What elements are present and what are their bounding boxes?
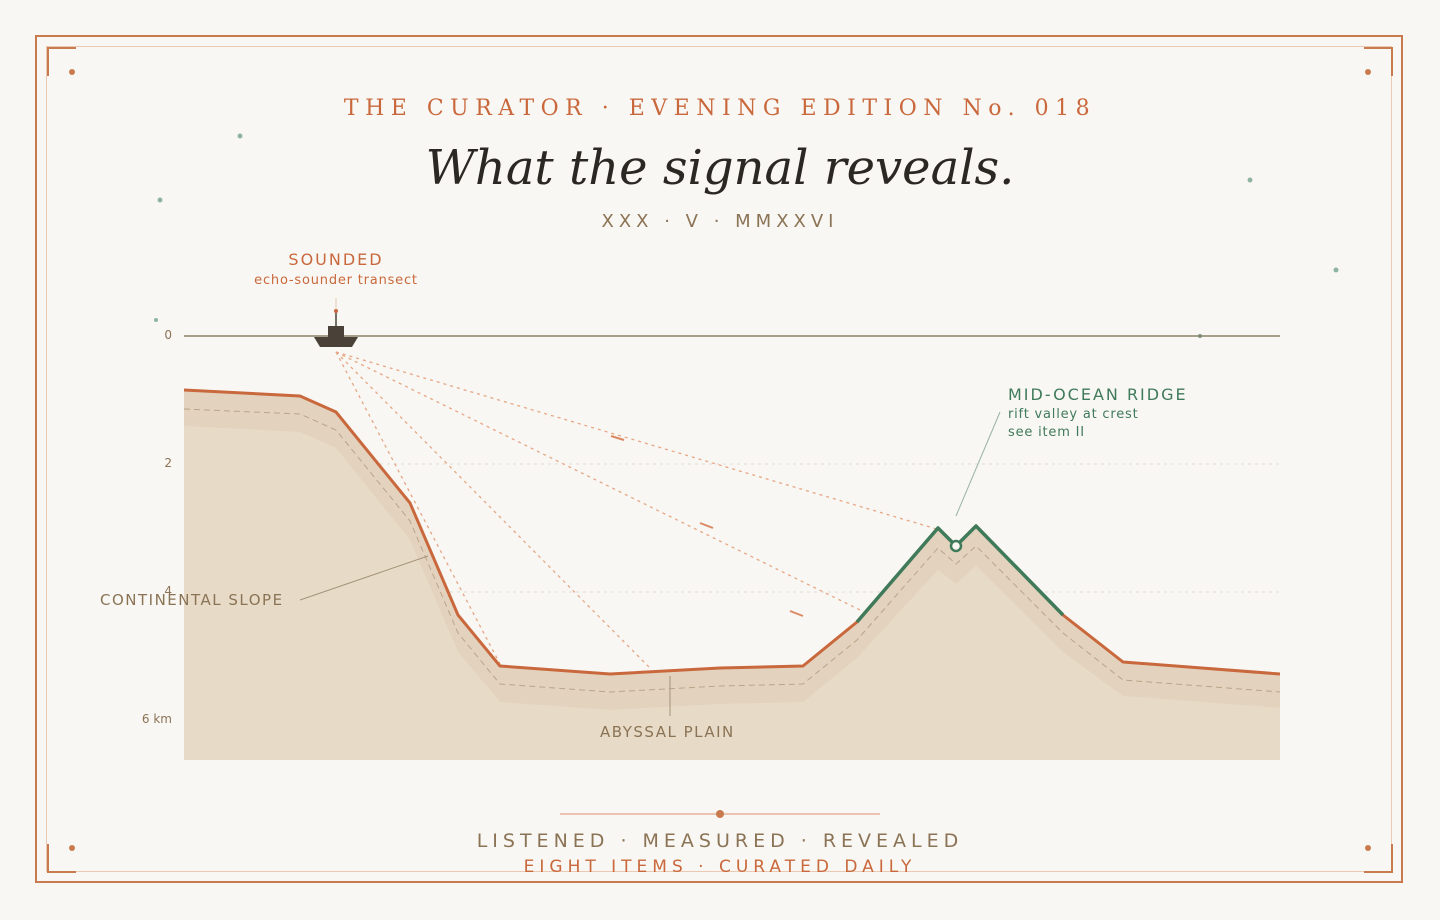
ship-hull [314, 337, 358, 347]
corner-dots [69, 69, 1371, 851]
ping-ray [335, 351, 941, 531]
ship-beacon [334, 309, 338, 313]
depth-tick-label: 4 [164, 584, 172, 598]
corner-dot [1365, 845, 1371, 851]
star-dot [154, 318, 158, 322]
ping-markers [610, 435, 804, 617]
corner-bracket-bl [47, 844, 76, 873]
dateline: XXX · V · MMXXVI [601, 211, 839, 232]
corner-bracket-tl [47, 47, 76, 76]
ping-marker [699, 522, 714, 529]
corner-dot [1365, 69, 1371, 75]
abyssal-plain-label: ABYSSAL PLAIN [600, 723, 735, 741]
corner-dot [69, 845, 75, 851]
star-dot [237, 133, 243, 139]
corner-brackets [47, 47, 1393, 873]
ship-cabin [328, 326, 344, 337]
continental-slope-label: CONTINENTAL SLOPE [100, 591, 284, 609]
page-title: What the signal reveals. [425, 140, 1015, 196]
depth-tick-label: 2 [164, 456, 172, 470]
sonar-pings [335, 351, 941, 669]
corner-bracket-tr [1364, 47, 1393, 76]
star-dot [157, 197, 163, 203]
inner-frame [46, 46, 1392, 872]
footer-rule-dot [716, 810, 724, 818]
star-dot [1333, 267, 1339, 273]
footer-tagline: EIGHT ITEMS · CURATED DAILY [523, 857, 917, 877]
ridge-label: MID-OCEAN RIDGE [1008, 385, 1188, 404]
ping-ray [335, 351, 501, 665]
sediment-layer [184, 426, 1280, 760]
ping-marker [789, 610, 804, 617]
edition-kicker: THE CURATOR · EVENING EDITION No. 018 [343, 96, 1097, 121]
layer-boundary [183, 408, 1281, 693]
ridge-sublabel: rift valley at crest [1008, 407, 1139, 422]
ship-icon [314, 298, 358, 347]
slope-leader-line [299, 555, 429, 601]
footer-motto: LISTENED · MEASURED · REVEALED [476, 830, 964, 852]
ridge-reference: see item II [1008, 425, 1085, 440]
corner-dot [69, 69, 75, 75]
ping-marker [610, 435, 625, 441]
depth-tick-label: 6 km [141, 712, 172, 726]
sounded-label: SOUNDED [288, 250, 384, 269]
sounded-sublabel: echo-sounder transect [254, 273, 418, 288]
ping-ray [335, 351, 651, 669]
corner-bracket-br [1364, 844, 1393, 873]
ridge-leader-line [955, 411, 1001, 517]
depth-tick-label: 0 [164, 328, 172, 342]
outer-frame [35, 35, 1403, 883]
rift-marker [949, 539, 963, 553]
star-dot [1247, 177, 1253, 183]
